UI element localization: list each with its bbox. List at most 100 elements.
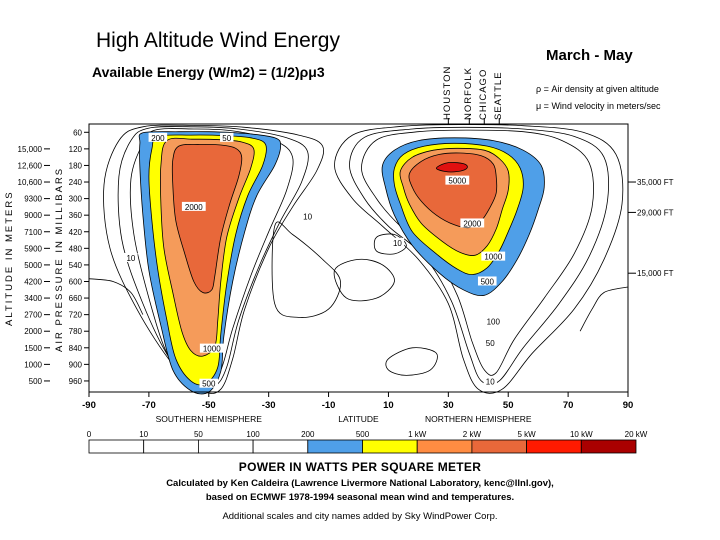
contour-label-bg — [477, 276, 497, 286]
city-markers — [447, 118, 500, 124]
jet-band-north-2000 — [408, 152, 498, 229]
colorbar-swatch — [471, 439, 527, 454]
colorbar-tick-label: 200 — [301, 430, 315, 439]
contour-label-bg — [199, 378, 219, 388]
altitude-tick-label: 2000 — [24, 327, 42, 336]
contour-label: 1000 — [203, 345, 221, 354]
rho-definition: ρ = Air density at given altitude — [536, 84, 659, 94]
x-tick-label: 10 — [383, 400, 394, 411]
pressure-tick-label: 60 — [73, 128, 82, 137]
colorbar: 0 10 50 100 200 500 1 kW 2 kW 5 kW 10 kW 20 kW — [87, 430, 648, 454]
contour-label-bg — [460, 218, 485, 228]
contour-labels: 200 50 2000 10 10 1000 500 10 5000 2000 1000 500 100… — [124, 132, 506, 389]
contour-line-equatorial — [373, 233, 407, 255]
contour-label-bg — [483, 376, 497, 386]
contour-label: 10 — [126, 254, 135, 263]
altitude-tick-label: 1000 — [24, 360, 42, 369]
jet-band-south-2000 — [171, 143, 243, 294]
contour-line-equatorial — [271, 221, 341, 318]
altitude-tick-label: 500 — [29, 377, 43, 386]
altitude-tick-label: 7100 — [24, 228, 42, 237]
pressure-tick-label: 720 — [69, 311, 83, 320]
colorbar-tick-label: 1 kW — [408, 430, 427, 439]
contour-label-bg — [220, 132, 234, 142]
altitude-axis: 15,000 12,600 10,600 9300 9000 7100 5900 5000 42… — [18, 145, 50, 386]
contour-label-bg — [300, 211, 315, 221]
altitude-tick-label: 4200 — [24, 277, 42, 286]
colorbar-swatch — [143, 439, 199, 454]
contour-label-bg — [481, 251, 506, 261]
contour-label: 2000 — [185, 203, 203, 212]
colorbar-swatch — [197, 439, 254, 454]
altitude-tick-label: 9000 — [24, 211, 42, 220]
colorbar-tick-label: 500 — [356, 430, 370, 439]
altitude-tick-label: 2700 — [24, 311, 42, 320]
contour-label: 500 — [202, 380, 216, 389]
pressure-tick-label: 780 — [69, 327, 83, 336]
pressure-tick-label: 180 — [69, 161, 83, 170]
contour-line-south — [117, 126, 309, 391]
altitude-tick-label: 12,600 — [18, 161, 43, 170]
contour-line-edge — [579, 286, 629, 332]
contour-label: 1000 — [484, 253, 502, 262]
altitude-tick-label: 1500 — [24, 344, 42, 353]
x-tick-label: -70 — [142, 400, 156, 411]
colorbar-tick-label: 10 — [139, 430, 148, 439]
colorbar-tick-label: 50 — [194, 430, 203, 439]
season-label: March - May — [546, 47, 633, 64]
colorbar-swatch — [416, 439, 473, 454]
altitude-tick-label: 5000 — [24, 261, 42, 270]
x-tick-label: -50 — [202, 400, 216, 411]
colorbar-swatch — [252, 439, 309, 454]
contour-label: 10 — [303, 213, 312, 222]
colorbar-tick-label: 0 — [87, 430, 92, 439]
pressure-tick-label: 540 — [69, 261, 83, 270]
contour-label-bg — [148, 132, 168, 142]
contour-label-bg — [199, 343, 224, 353]
colorbar-tick-label: 100 — [246, 430, 260, 439]
x-tick-label: -10 — [322, 400, 336, 411]
contour-label: 5000 — [448, 177, 466, 186]
contour-line-equatorial — [333, 258, 395, 302]
colorbar-tick-label: 5 kW — [517, 430, 536, 439]
colorbar-swatch — [362, 439, 418, 454]
contour-label: 200 — [151, 134, 165, 143]
pressure-tick-label: 660 — [69, 294, 83, 303]
contour-label-bg — [483, 338, 497, 348]
contour-label: 50 — [222, 134, 231, 143]
pressure-tick-label: 840 — [69, 344, 83, 353]
x-tick-label: 30 — [443, 400, 454, 411]
contour-label-bg — [181, 201, 206, 211]
altitude-tick-label: 15,000 — [18, 145, 43, 154]
colorbar-tick-label: 10 kW — [570, 430, 593, 439]
altitude-tick-label: 10,600 — [18, 178, 43, 187]
contour-label-bg — [124, 253, 138, 262]
x-tick-label: -90 — [82, 400, 96, 411]
contour-line-south — [103, 124, 325, 394]
contour-label: 50 — [486, 339, 495, 348]
contour-line-equatorial — [385, 347, 438, 376]
x-tick-label: 90 — [623, 400, 634, 411]
colorbar-swatch — [526, 439, 582, 454]
credit-line-3: Additional scales and city names added b… — [222, 511, 498, 522]
feet-tick-label: 35,000 FT — [637, 178, 674, 187]
contour-label: 100 — [487, 318, 501, 327]
hemisphere-labels: SOUTHERN HEMISPHERE LATITUDE NORTHERN HEMI… — [156, 414, 532, 424]
contour-label-bg — [390, 237, 405, 247]
pressure-tick-label: 900 — [69, 360, 83, 369]
x-tick-label: 50 — [503, 400, 514, 411]
colorbar-swatch — [580, 439, 637, 454]
altitude-tick-label: 3400 — [24, 294, 42, 303]
credit-line-1: Calculated by Ken Caldeira (Lawrence Liv… — [166, 478, 554, 489]
feet-tick-label: 29,000 FT — [637, 208, 674, 217]
colorbar-swatch — [307, 439, 363, 454]
chart-title: High Altitude Wind Energy — [96, 29, 340, 52]
pressure-tick-label: 420 — [69, 228, 83, 237]
pressure-tick-label: 240 — [69, 178, 83, 187]
x-tick-label: -30 — [262, 400, 276, 411]
pressure-tick-label: 120 — [69, 145, 83, 154]
contour-label-bg — [483, 316, 503, 326]
contour-line-north — [334, 124, 624, 394]
jet-band-north-5000 — [435, 162, 468, 173]
contour-label: 2000 — [463, 219, 481, 228]
